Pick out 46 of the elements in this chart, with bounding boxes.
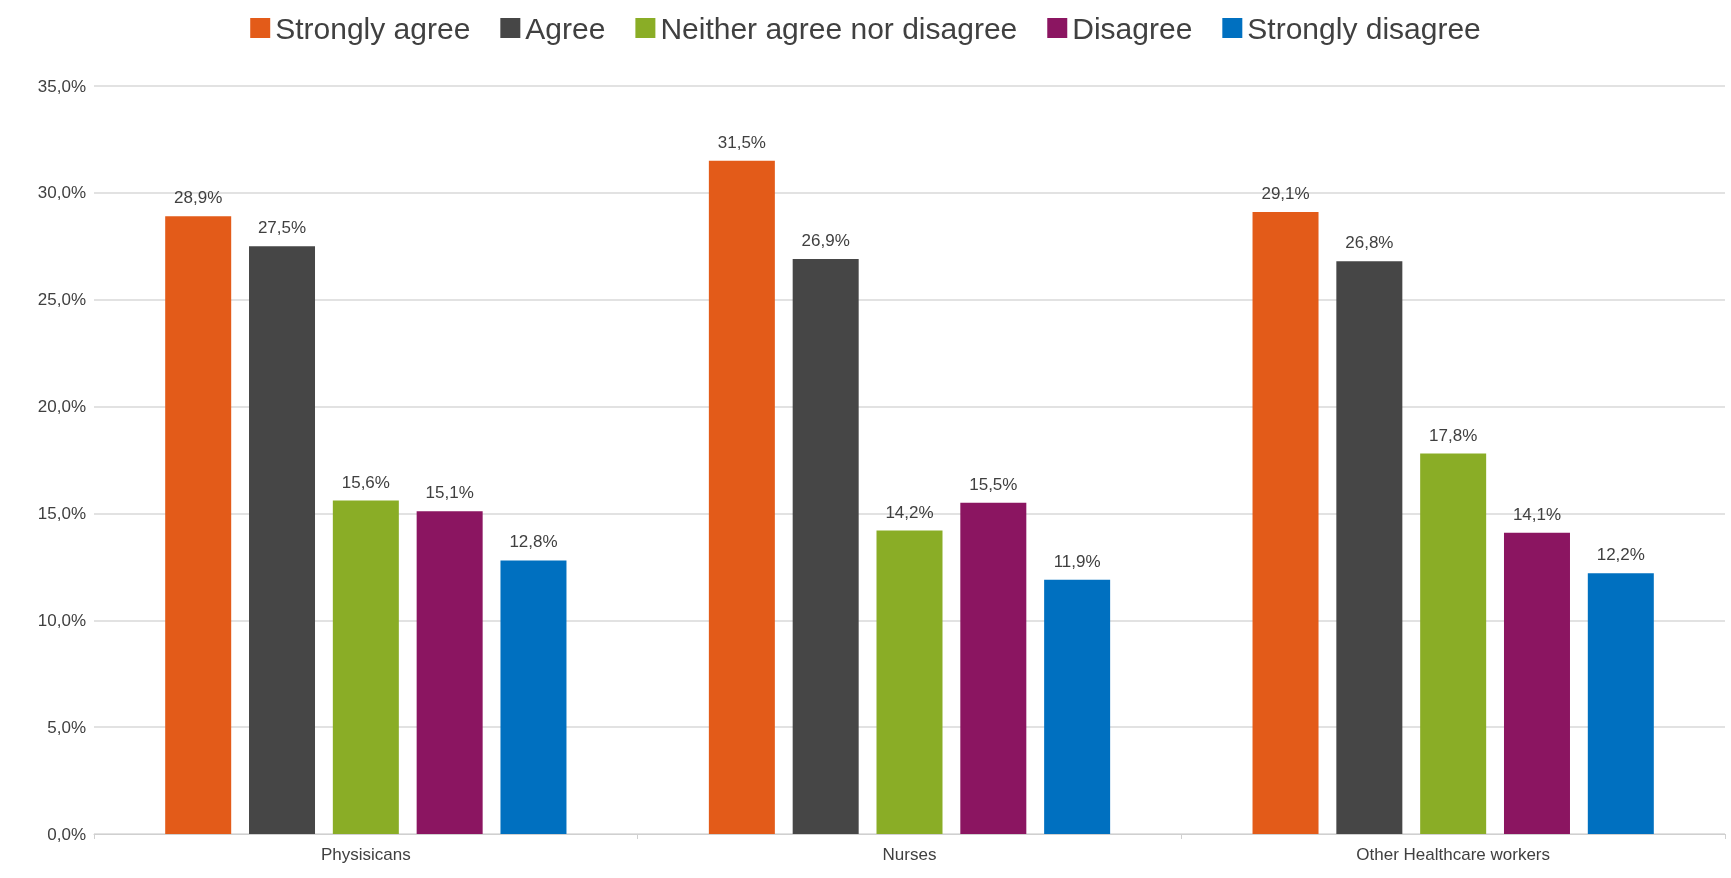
data-label: 26,8% [1345, 233, 1394, 253]
bar [1252, 212, 1319, 834]
legend-label: Disagree [1072, 11, 1193, 45]
legend-label: Agree [525, 11, 606, 45]
data-label: 15,5% [969, 474, 1018, 494]
bar [416, 511, 483, 834]
y-tick-label: 35,0% [37, 76, 86, 96]
y-tick-label: 30,0% [37, 183, 86, 203]
data-label: 29,1% [1261, 184, 1310, 204]
bar [1044, 579, 1111, 834]
y-tick-label: 5,0% [47, 717, 86, 737]
legend-label: Neither agree nor disagree [660, 11, 1018, 45]
legend-label: Strongly agree [275, 11, 471, 45]
bar [165, 216, 232, 834]
data-label: 17,8% [1429, 425, 1478, 445]
y-tick-label: 0,0% [47, 824, 86, 844]
bar [876, 530, 943, 834]
x-tick-label: Nurses [882, 845, 937, 864]
data-label: 28,9% [174, 188, 223, 208]
bar [792, 259, 859, 834]
legend-label: Strongly disagree [1247, 11, 1481, 45]
bar [249, 246, 316, 834]
bar [1420, 453, 1487, 834]
y-tick-label: 25,0% [37, 290, 86, 310]
x-tick-label: Other Healthcare workers [1356, 845, 1551, 864]
data-label: 15,1% [425, 483, 474, 503]
bar [332, 500, 399, 834]
bar [500, 560, 567, 834]
data-label: 14,2% [885, 502, 934, 522]
data-label: 27,5% [257, 218, 307, 238]
bar [1587, 573, 1654, 834]
data-label: 11,9% [1053, 551, 1101, 571]
data-label: 14,1% [1512, 504, 1562, 524]
y-tick-label: 10,0% [37, 610, 86, 630]
data-label: 12,8% [509, 532, 558, 552]
x-tick-label: Physisicans [320, 845, 411, 864]
bar [708, 160, 775, 834]
y-tick-label: 15,0% [37, 503, 86, 523]
bar [1336, 261, 1403, 834]
data-label: 12,2% [1596, 545, 1645, 565]
y-tick-label: 20,0% [37, 397, 86, 417]
data-label: 26,9% [801, 231, 850, 251]
bar [960, 502, 1027, 834]
data-label: 31,5% [717, 132, 766, 152]
bar [1503, 532, 1570, 834]
data-label: 15,6% [341, 472, 390, 492]
